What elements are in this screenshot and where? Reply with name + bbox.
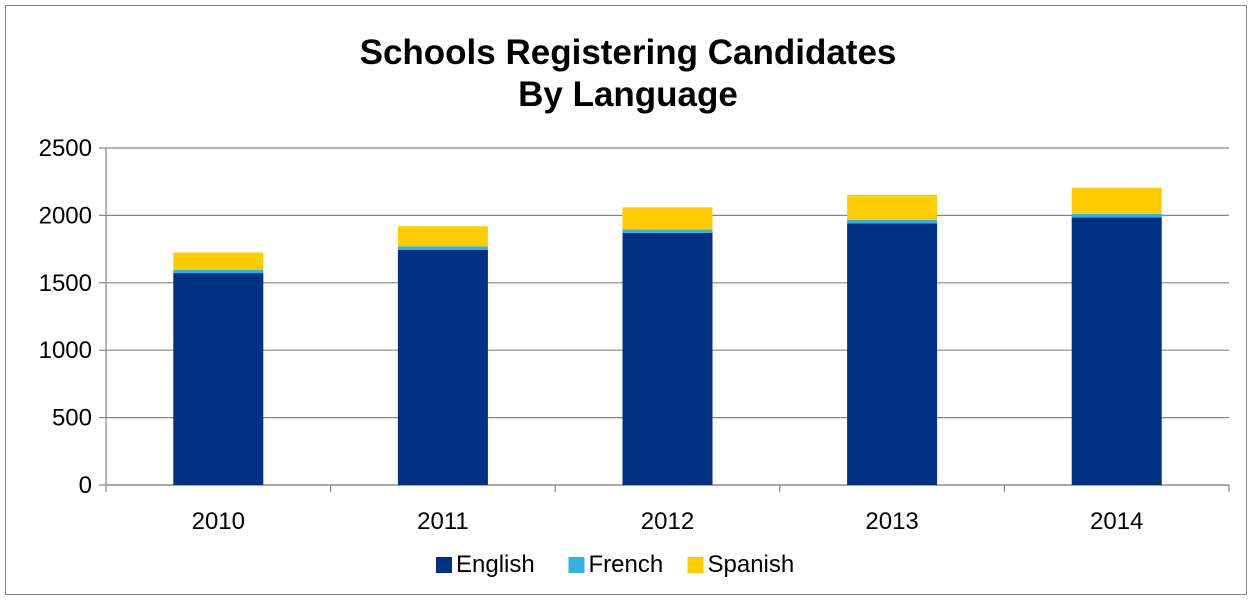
bar-english-2013 (847, 223, 938, 485)
x-tick-label: 2013 (865, 508, 918, 535)
bar-english-2011 (397, 249, 488, 485)
bar-french-2010 (173, 269, 264, 274)
bar-english-2014 (1071, 217, 1162, 485)
bar-spanish-2012 (622, 207, 713, 230)
y-tick-label: 500 (52, 405, 92, 432)
bar-spanish-2013 (847, 194, 938, 220)
bar-spanish-2011 (397, 226, 488, 247)
bar-french-2013 (847, 219, 938, 224)
y-tick-label: 1000 (39, 337, 92, 364)
legend-swatch-english (436, 557, 452, 573)
bar-english-2012 (622, 232, 713, 485)
x-tick-label: 2012 (641, 508, 694, 535)
x-tick-label: 2014 (1090, 508, 1143, 535)
y-tick-label: 1500 (39, 270, 92, 297)
bar-spanish-2010 (173, 252, 264, 270)
y-tick-label: 2500 (39, 135, 92, 162)
bar-french-2011 (397, 246, 488, 250)
bar-french-2014 (1071, 213, 1162, 218)
x-tick-label: 2011 (417, 508, 469, 535)
legend-label-french: French (589, 551, 664, 578)
bar-french-2012 (622, 229, 713, 233)
legend-swatch-french (568, 557, 585, 573)
legend-swatch-spanish (687, 557, 704, 573)
bar-english-2010 (173, 273, 264, 485)
bar-spanish-2014 (1071, 187, 1162, 214)
y-tick-label: 2000 (39, 202, 92, 229)
chart-title-line-2: By Language (518, 75, 738, 114)
y-tick-label: 0 (79, 472, 92, 499)
x-tick-label: 2010 (192, 508, 245, 535)
chart-title-line-1: Schools Registering Candidates (359, 33, 897, 72)
legend-label-spanish: Spanish (708, 551, 795, 578)
legend-label-english: English (456, 551, 535, 578)
